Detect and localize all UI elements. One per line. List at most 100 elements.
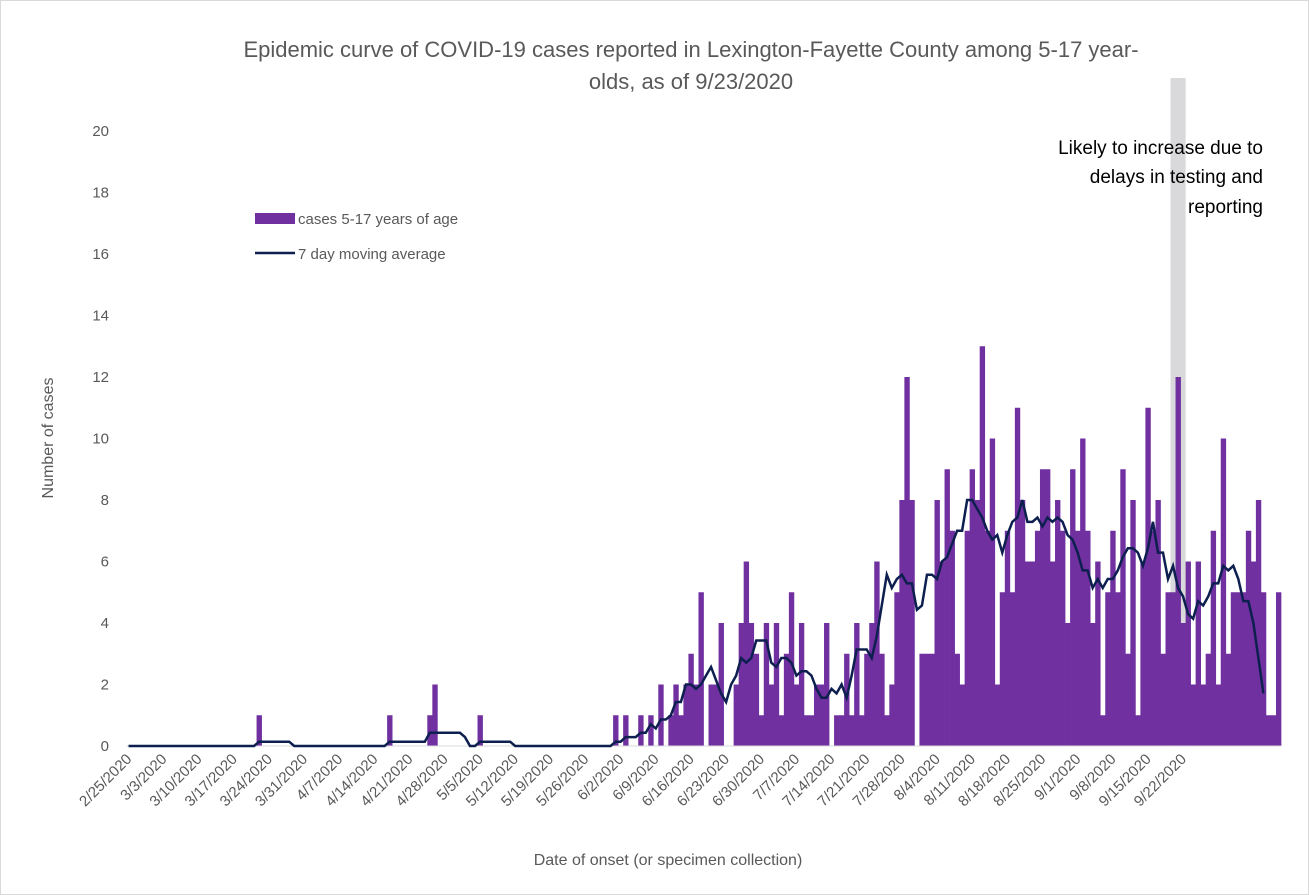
case-bar bbox=[808, 715, 815, 746]
case-bar bbox=[693, 684, 699, 746]
case-bar bbox=[1245, 530, 1252, 746]
y-tick-label: 18 bbox=[92, 185, 109, 202]
case-bar bbox=[1080, 438, 1086, 746]
case-bar bbox=[1240, 592, 1247, 746]
case-bar bbox=[1160, 653, 1166, 746]
case-bar bbox=[1014, 407, 1021, 746]
delay-note-line-2: delays in testing and bbox=[1090, 167, 1263, 188]
case-bar bbox=[1039, 469, 1046, 746]
chart-title-line-2: olds, as of 9/23/2020 bbox=[589, 69, 793, 94]
case-bar bbox=[713, 684, 719, 746]
case-bar bbox=[909, 500, 915, 746]
case-bar bbox=[854, 623, 860, 746]
case-bar bbox=[1019, 500, 1026, 746]
y-axis-title: Number of cases bbox=[40, 378, 57, 499]
case-bar bbox=[1225, 653, 1232, 746]
y-tick-label: 0 bbox=[101, 738, 109, 755]
case-bar bbox=[648, 715, 654, 746]
case-bar bbox=[1155, 500, 1161, 746]
case-bar bbox=[1044, 469, 1051, 746]
case-bar bbox=[1235, 592, 1242, 746]
case-bar bbox=[387, 715, 393, 746]
case-bar bbox=[1060, 530, 1066, 746]
case-bar bbox=[1110, 530, 1116, 746]
case-bar bbox=[899, 500, 905, 746]
case-bar bbox=[884, 715, 890, 746]
case-bar bbox=[1034, 530, 1041, 746]
case-bar bbox=[979, 346, 986, 746]
case-bar bbox=[733, 684, 739, 746]
case-bar bbox=[427, 715, 433, 746]
case-bar bbox=[718, 623, 724, 746]
case-bar bbox=[623, 715, 629, 746]
y-tick-label: 4 bbox=[101, 615, 109, 632]
case-bar bbox=[1050, 561, 1056, 746]
y-tick-label: 14 bbox=[92, 308, 109, 325]
case-bar bbox=[1120, 469, 1126, 746]
case-bar bbox=[1085, 530, 1091, 746]
case-bar bbox=[1135, 715, 1141, 746]
case-bar bbox=[869, 623, 875, 746]
case-bar bbox=[889, 684, 895, 746]
case-bar bbox=[999, 592, 1006, 746]
case-bar bbox=[1130, 500, 1136, 746]
case-bar bbox=[934, 500, 940, 746]
case-bar bbox=[1230, 592, 1237, 746]
case-bar bbox=[969, 469, 976, 746]
case-bar bbox=[1165, 592, 1171, 746]
case-bar bbox=[1250, 561, 1257, 746]
case-bar bbox=[753, 653, 760, 746]
case-bar bbox=[954, 653, 960, 746]
case-bar bbox=[894, 592, 900, 746]
moving-average-line bbox=[128, 498, 1265, 748]
case-bar bbox=[793, 684, 800, 746]
case-bar bbox=[819, 684, 825, 746]
case-bar bbox=[1195, 561, 1201, 746]
case-bar bbox=[1125, 653, 1131, 746]
case-bar bbox=[1029, 561, 1036, 746]
delay-note-line-1: Likely to increase due to bbox=[1058, 138, 1263, 159]
case-bar bbox=[874, 561, 880, 746]
case-bar bbox=[1260, 592, 1267, 746]
case-bar bbox=[1105, 592, 1111, 746]
case-bar bbox=[1004, 530, 1011, 746]
y-tick-label: 10 bbox=[92, 431, 109, 448]
case-bar bbox=[879, 653, 885, 746]
case-bar bbox=[1275, 592, 1282, 746]
case-bar bbox=[1180, 623, 1186, 746]
case-bar bbox=[798, 623, 805, 746]
case-bar bbox=[864, 653, 870, 746]
case-bar bbox=[1175, 377, 1181, 746]
case-bar bbox=[1270, 715, 1277, 746]
case-bar bbox=[1009, 592, 1016, 746]
case-bar bbox=[678, 715, 684, 746]
case-bar bbox=[834, 715, 840, 746]
case-bar bbox=[477, 715, 483, 746]
case-bar bbox=[1170, 592, 1176, 746]
case-bar bbox=[613, 715, 619, 746]
case-bar bbox=[994, 684, 1001, 746]
case-bar bbox=[1255, 500, 1262, 746]
case-bar bbox=[1024, 561, 1031, 746]
case-bar bbox=[919, 653, 925, 746]
case-bar bbox=[763, 623, 770, 746]
case-bar bbox=[1265, 715, 1272, 746]
case-bar bbox=[803, 715, 810, 746]
case-bar bbox=[939, 561, 945, 746]
case-bar bbox=[1220, 438, 1227, 746]
case-bar bbox=[708, 684, 714, 746]
y-tick-label: 6 bbox=[101, 554, 109, 571]
case-bar bbox=[1190, 684, 1196, 746]
case-bar bbox=[1150, 530, 1156, 746]
case-bar bbox=[1070, 469, 1076, 746]
case-bar bbox=[984, 530, 991, 746]
bars-group bbox=[256, 346, 1282, 746]
case-bar bbox=[1205, 653, 1212, 746]
case-bar bbox=[788, 592, 795, 746]
case-bar bbox=[1090, 623, 1096, 746]
y-tick-label: 12 bbox=[92, 369, 109, 386]
case-bar bbox=[959, 684, 965, 746]
case-bar bbox=[1095, 561, 1101, 746]
